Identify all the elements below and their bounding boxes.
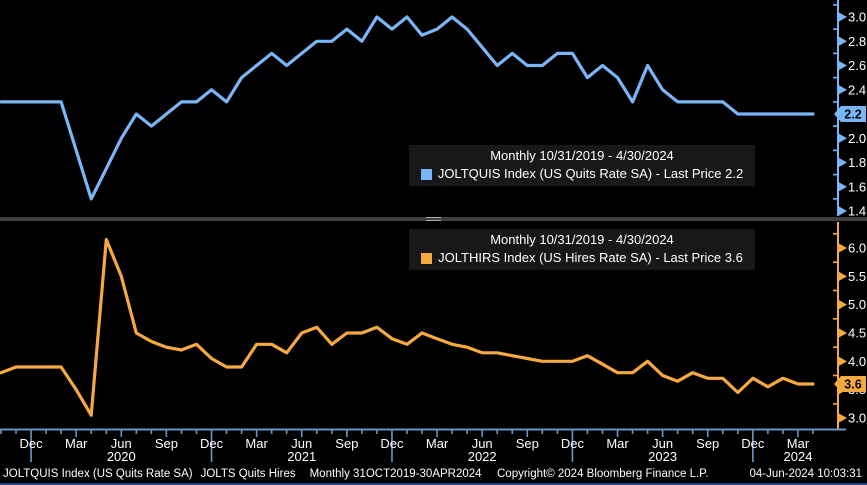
svg-text:4.0: 4.0 [848,354,866,369]
hires-legend: Monthly 10/31/2019 - 4/30/2024 JOLTHIRS … [409,229,755,270]
svg-text:4.5: 4.5 [848,325,866,340]
svg-text:2.4: 2.4 [848,82,866,97]
quits-legend: Monthly 10/31/2019 - 4/30/2024 JOLTQUIS … [409,145,755,186]
svg-text:2.6: 2.6 [848,58,866,73]
svg-text:Mar: Mar [606,436,629,451]
svg-text:Mar: Mar [787,436,810,451]
svg-text:Sep: Sep [516,436,539,451]
hires-last-price-tag: 3.6 [834,375,866,392]
hires-price-line [0,237,815,417]
svg-text:Jun: Jun [111,436,132,451]
svg-text:2022: 2022 [468,449,497,464]
svg-text:2021: 2021 [287,449,316,464]
svg-text:2.8: 2.8 [848,34,866,49]
divider-grip-icon[interactable] [426,217,441,221]
panel-divider[interactable] [0,217,867,221]
hires-legend-series: JOLTHIRS Index (US Hires Rate SA) - Last… [438,250,743,265]
svg-text:Sep: Sep [696,436,719,451]
svg-text:Mar: Mar [65,436,88,451]
svg-text:Jun: Jun [652,436,673,451]
svg-text:Mar: Mar [426,436,449,451]
quits-last-price-tag: 2.2 [834,106,866,122]
quits-panel: 3.02.82.62.42.22.01.81.61.42.2 [0,0,866,219]
svg-text:2024: 2024 [784,449,813,464]
svg-text:5.0: 5.0 [848,297,866,312]
svg-text:Jun: Jun [291,436,312,451]
quits-price-line [0,15,815,201]
svg-text:2023: 2023 [648,449,677,464]
x-axis: Dec Mar Jun Sep Dec Mar Jun Sep Dec Mar Jun Sep Dec M… [0,428,846,464]
svg-text:Jun: Jun [472,436,493,451]
hires-series-swatch-icon [421,252,433,264]
svg-text:Dec: Dec [20,436,44,451]
svg-text:1.8: 1.8 [848,155,866,170]
svg-text:Dec: Dec [380,436,404,451]
status-chart-title: JOLTS Quits Hires [200,468,296,480]
svg-text:Dec: Dec [200,436,224,451]
svg-text:2020: 2020 [107,449,136,464]
status-security-name: JOLTQUIS Index (US Quits Rate SA) [3,468,193,480]
svg-text:1.4: 1.4 [848,204,866,219]
svg-text:3.6: 3.6 [844,377,861,391]
svg-text:2.0: 2.0 [848,131,866,146]
svg-text:Dec: Dec [741,436,765,451]
svg-text:6.0: 6.0 [848,240,866,255]
svg-text:3.0: 3.0 [848,10,866,25]
hires-panel: 6.05.55.04.54.03.53.03.6 [0,222,866,429]
svg-text:Sep: Sep [155,436,178,451]
status-period: Monthly 31OCT2019-30APR2024 [309,468,482,480]
svg-text:3.0: 3.0 [848,411,866,426]
svg-text:5.5: 5.5 [848,269,866,284]
quits-legend-series: JOLTQUIS Index (US Quits Rate SA) - Last… [437,166,744,181]
svg-text:Sep: Sep [335,436,358,451]
hires-legend-period: Monthly 10/31/2019 - 4/30/2024 [490,232,674,247]
svg-text:Mar: Mar [245,436,268,451]
status-datetime: 04-Jun-2024 10:03:31 [749,468,862,480]
quits-legend-period: Monthly 10/31/2019 - 4/30/2024 [490,148,674,163]
svg-text:2.2: 2.2 [844,108,861,122]
chart-canvas: 3.02.82.62.42.22.01.81.61.42.26.05.55.04… [0,0,866,464]
quits-series-swatch-icon [420,168,432,180]
status-copyright: Copyright© 2024 Bloomberg Finance L.P. [497,468,709,480]
svg-text:Dec: Dec [561,436,585,451]
svg-text:1.6: 1.6 [848,179,866,194]
status-bar: JOLTQUIS Index (US Quits Rate SA) JOLTS Q… [0,465,867,485]
terminal-bottom-edge [0,483,867,485]
